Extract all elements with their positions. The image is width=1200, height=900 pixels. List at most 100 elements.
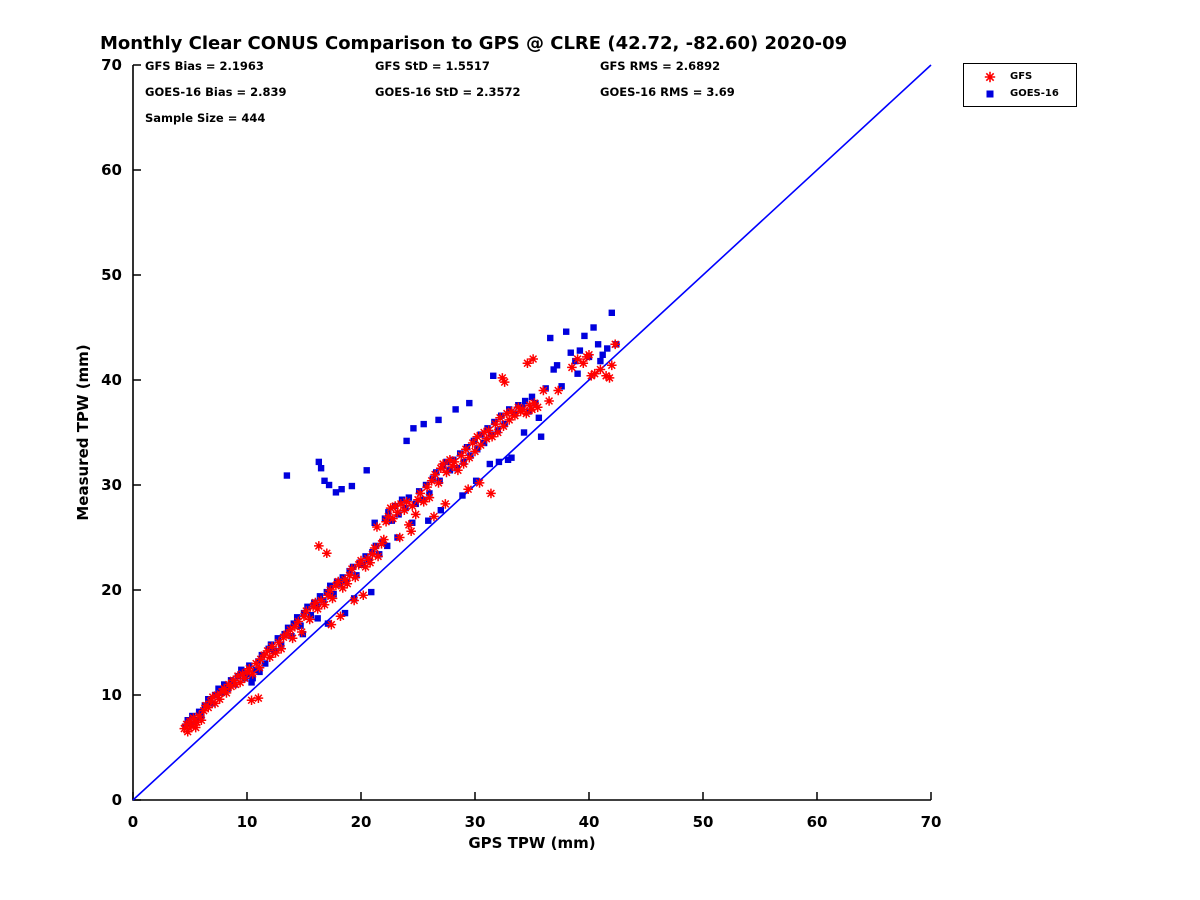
scatter-point (504, 456, 512, 463)
scatter-point (315, 458, 323, 466)
scatter-point (574, 370, 581, 377)
scatter-point (297, 622, 304, 629)
x-tick-label: 40 (579, 813, 600, 831)
scatter-point (443, 458, 450, 466)
series-gfs (179, 339, 621, 737)
scatter-point (384, 542, 391, 550)
scatter-point (425, 517, 432, 524)
y-tick-label: 60 (101, 161, 122, 179)
scatter-point (405, 494, 413, 501)
y-tick-label: 0 (112, 791, 122, 809)
scatter-point (410, 425, 417, 432)
scatter-point (472, 477, 480, 484)
x-axis-label: GPS TPW (mm) (468, 834, 595, 852)
scatter-point (508, 454, 515, 461)
scatter-point (590, 324, 597, 331)
scatter-point (528, 393, 536, 400)
stat-gfs-bias: GFS Bias = 2.1963 (145, 59, 264, 73)
y-axis-label: Measured TPW (mm) (74, 344, 92, 520)
x-tick-label: 30 (465, 813, 486, 831)
scatter-point (314, 615, 321, 622)
scatter-point (446, 467, 454, 474)
scatter-point (520, 429, 528, 436)
scatter-point (252, 666, 260, 673)
scatter-point (283, 472, 291, 479)
stat-goes-std: GOES-16 StD = 2.3572 (375, 85, 521, 99)
scatter-point (599, 351, 606, 358)
scatter-point (409, 519, 416, 526)
y-tick-label: 20 (101, 581, 122, 599)
scatter-point (437, 507, 444, 514)
scatter-point (521, 397, 529, 405)
stat-sample-size: Sample Size = 444 (145, 111, 266, 125)
scatter-point (321, 477, 328, 484)
scatter-point (537, 433, 545, 440)
scatter-point (553, 362, 561, 369)
y-tick-label: 30 (101, 476, 122, 494)
scatter-point (341, 609, 349, 617)
scatter-point (550, 366, 557, 373)
x-tick-label: 20 (351, 813, 372, 831)
scatter-point (238, 666, 245, 673)
scatter-point (466, 399, 473, 407)
scatter-point (403, 437, 410, 445)
scatter-point (576, 347, 584, 354)
x-tick-label: 50 (693, 813, 714, 831)
gfs-asterisk-marker-icon (984, 71, 996, 82)
scatter-point (581, 332, 588, 340)
scatter-point (274, 635, 281, 642)
legend: GFS GOES-16 (963, 63, 1077, 107)
scatter-point (262, 660, 269, 667)
goes16-square-marker-icon (986, 90, 994, 97)
identity-line (132, 64, 932, 801)
scatter-point (604, 345, 611, 352)
scatter-point (495, 458, 503, 466)
scatter-point (330, 591, 337, 598)
stat-goes-bias: GOES-16 Bias = 2.839 (145, 85, 287, 99)
scatter-point (317, 465, 325, 472)
scatter-point (490, 372, 497, 379)
scatter-point (184, 717, 191, 724)
scatter-point (412, 500, 419, 508)
stat-gfs-std: GFS StD = 1.5517 (375, 59, 490, 73)
scatter-point (480, 439, 488, 447)
scatter-point (325, 481, 333, 489)
scatter-point (293, 614, 301, 621)
scatter-point (597, 357, 604, 365)
x-tick-label: 10 (237, 813, 258, 831)
scatter-point (316, 593, 324, 600)
stat-goes-rms: GOES-16 RMS = 3.69 (600, 85, 735, 99)
scatter-point (304, 603, 311, 610)
x-tick-label: 70 (921, 813, 942, 831)
scatter-point (535, 414, 543, 421)
scatter-point (248, 679, 255, 686)
y-tick-label: 10 (101, 686, 122, 704)
scatter-point (477, 431, 484, 438)
y-tick-label: 70 (101, 56, 122, 74)
chart-title: Monthly Clear CONUS Comparison to GPS @ … (100, 33, 848, 54)
scatter-point (608, 309, 615, 316)
legend-label-goes16: GOES-16 (1010, 88, 1059, 99)
scatter-point (381, 515, 389, 522)
scatter-point (332, 489, 340, 496)
scatter-point (368, 588, 375, 596)
scatter-point (338, 486, 345, 493)
scatter-point (420, 420, 427, 428)
scatter-point (363, 467, 370, 474)
scatter-point (594, 341, 602, 348)
scatter-point (567, 349, 574, 356)
scatter-points-asterisk (179, 339, 621, 737)
scatter-point (371, 519, 378, 526)
stat-gfs-rms: GFS RMS = 2.6892 (600, 59, 721, 73)
scatter-point (307, 612, 315, 619)
scatter-point (348, 482, 356, 490)
scatter-point (459, 492, 466, 499)
scatter-point (486, 460, 494, 468)
scatter-point (398, 496, 406, 503)
y-tick-label: 50 (101, 266, 122, 284)
legend-item-goes16: GOES-16 (964, 85, 1076, 102)
scatter-point (324, 620, 332, 627)
scatter-point (563, 328, 570, 335)
